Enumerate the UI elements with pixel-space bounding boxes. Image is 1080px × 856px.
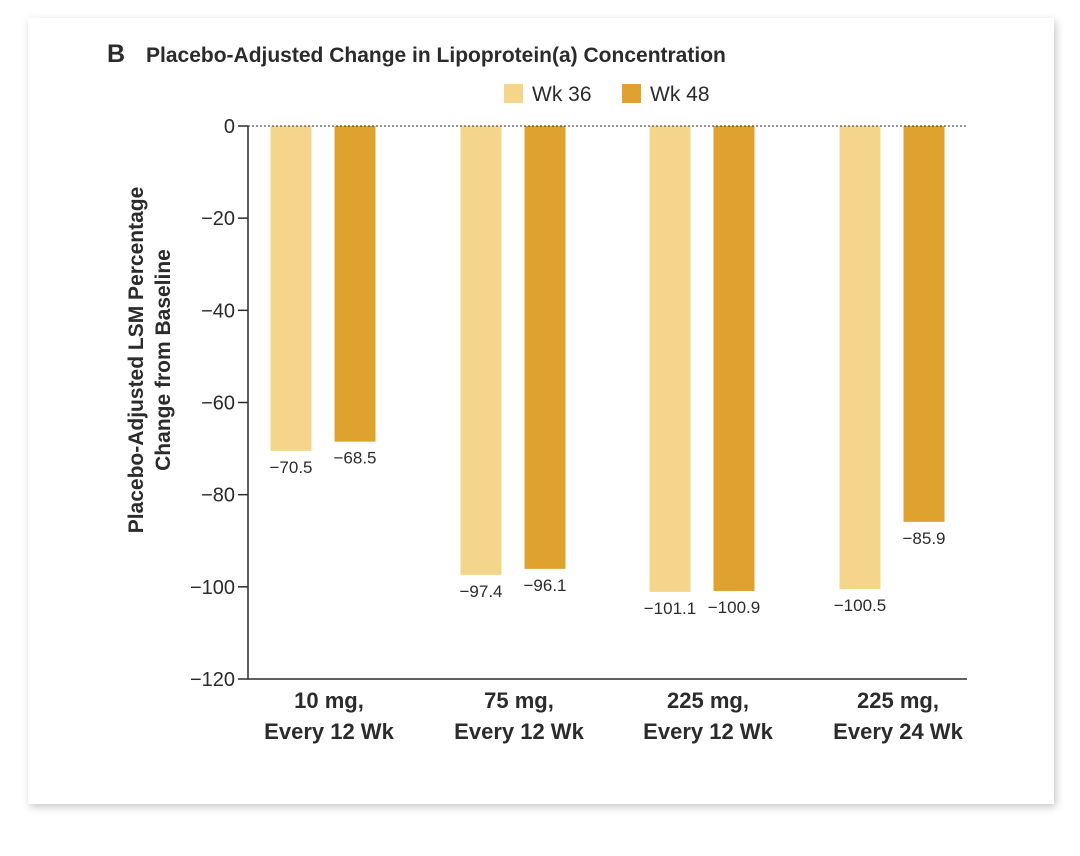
bar xyxy=(903,126,945,522)
legend-swatch xyxy=(504,84,523,103)
data-label: −68.5 xyxy=(333,449,376,468)
legend-swatch xyxy=(622,84,641,103)
y-tick-label: −120 xyxy=(190,669,235,691)
axes xyxy=(247,125,967,680)
y-tick-label: −20 xyxy=(201,208,235,230)
y-axis-label-line-1: Placebo-Adjusted LSM Percentage xyxy=(125,187,148,534)
chart-title: Placebo-Adjusted Change in Lipoprotein(a… xyxy=(146,44,726,67)
legend-label: Wk 36 xyxy=(532,83,592,106)
y-tick-label: 0 xyxy=(224,116,235,138)
data-label: −101.1 xyxy=(644,599,696,618)
data-labels: −70.5 −97.4 −101.1 −100.5 −68.5 −96.1 −100.9 −8… xyxy=(269,449,945,618)
bar xyxy=(713,126,755,591)
category-label: Every 12 Wk xyxy=(454,719,584,744)
category-label: Every 12 Wk xyxy=(264,719,394,744)
y-tick-label: −80 xyxy=(201,485,235,507)
category-label: 225 mg, xyxy=(857,688,939,713)
data-label: −97.4 xyxy=(459,582,502,601)
bar xyxy=(334,126,376,442)
panel-letter: B xyxy=(107,40,125,68)
data-label: −100.5 xyxy=(834,596,886,615)
data-label: −100.9 xyxy=(708,598,760,617)
y-tick-label: −60 xyxy=(201,393,235,415)
category-label: 75 mg, xyxy=(484,688,554,713)
bars xyxy=(270,126,945,592)
bar xyxy=(460,126,502,575)
y-axis-label-line-2: Change from Baseline xyxy=(152,249,175,471)
legend-label: Wk 48 xyxy=(650,83,710,106)
legend: Wk 36 Wk 48 xyxy=(504,83,710,106)
category-label: 225 mg, xyxy=(667,688,749,713)
category-labels: 10 mg, Every 12 Wk 75 mg, Every 12 Wk 225 mg… xyxy=(264,688,963,744)
bar xyxy=(524,126,566,569)
bar xyxy=(839,126,881,590)
bar xyxy=(649,126,691,592)
data-label: −96.1 xyxy=(523,576,566,595)
data-label: −70.5 xyxy=(269,458,312,477)
category-label: Every 24 Wk xyxy=(833,719,963,744)
category-label: Every 12 Wk xyxy=(643,719,773,744)
category-label: 10 mg, xyxy=(294,688,364,713)
y-tick-label: −40 xyxy=(201,300,235,322)
y-tick-label: −100 xyxy=(190,577,235,599)
y-axis-ticks: 0 −20 −40 −60 −80 −100 −120 xyxy=(190,116,248,691)
data-label: −85.9 xyxy=(902,529,945,548)
bar xyxy=(270,126,312,451)
